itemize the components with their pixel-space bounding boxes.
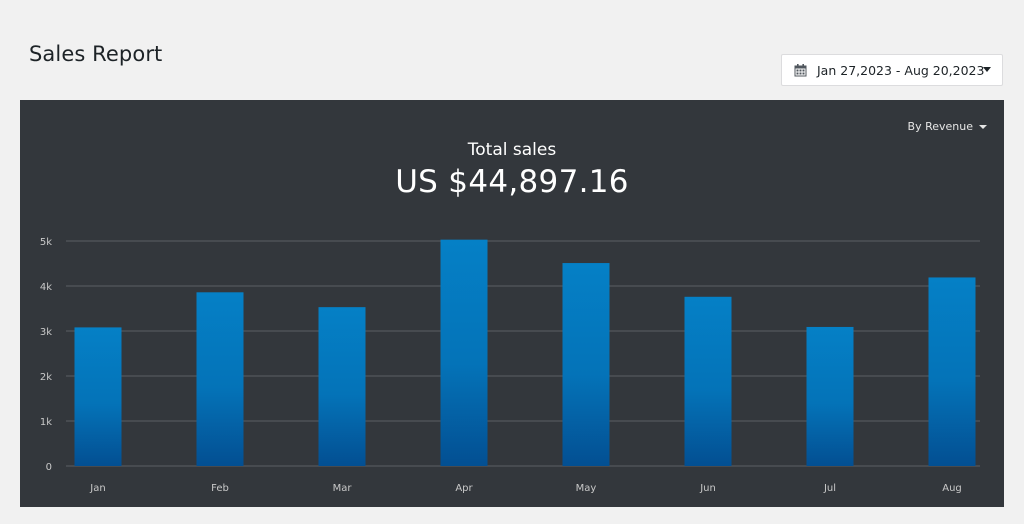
y-tick-label: 4k: [40, 282, 52, 293]
x-tick-label: Feb: [211, 483, 229, 494]
bar-aug[interactable]: [928, 277, 976, 466]
y-tick-label: 3k: [40, 327, 52, 338]
bar-may[interactable]: [562, 263, 610, 466]
metric-selector-label: By Revenue: [907, 120, 973, 133]
bar-jun[interactable]: [684, 296, 732, 466]
y-tick-label: 1k: [40, 417, 52, 428]
sales-chart-panel: 0 1k 2k 3k 4k 5k Jan Feb Mar Apr May Jun Jul Aug By R…: [20, 100, 1004, 507]
date-range-label: Jan 27,2023 - Aug 20,2023: [817, 62, 985, 78]
bar-jul[interactable]: [806, 326, 854, 466]
page-title: Sales Report: [29, 42, 163, 66]
bar-apr[interactable]: [440, 239, 488, 466]
x-tick-label: Jul: [823, 483, 836, 494]
x-tick-label: Mar: [333, 483, 353, 494]
bar-mar[interactable]: [318, 307, 366, 466]
total-sales-value: US $44,897.16: [395, 164, 629, 200]
x-tick-label: Jan: [89, 483, 105, 494]
bar-jan[interactable]: [74, 327, 122, 466]
x-tick-label: May: [576, 483, 597, 494]
bar-feb[interactable]: [196, 292, 244, 466]
chevron-down-icon: [979, 124, 987, 129]
x-tick-label: Apr: [455, 483, 473, 494]
x-tick-label: Jun: [699, 483, 716, 494]
date-range-picker[interactable]: Jan 27,2023 - Aug 20,2023: [781, 54, 1003, 86]
sales-bar-chart: 0 1k 2k 3k 4k 5k Jan Feb Mar Apr May Jun Jul Aug: [40, 237, 980, 494]
chevron-down-icon: [983, 67, 991, 72]
y-tick-label: 0: [46, 462, 52, 473]
metric-selector[interactable]: By Revenue: [908, 120, 987, 133]
calendar-icon: [794, 63, 807, 76]
x-tick-label: Aug: [942, 483, 962, 494]
total-sales-label: Total sales: [467, 140, 557, 160]
y-tick-label: 2k: [40, 372, 52, 383]
y-tick-label: 5k: [40, 237, 52, 248]
